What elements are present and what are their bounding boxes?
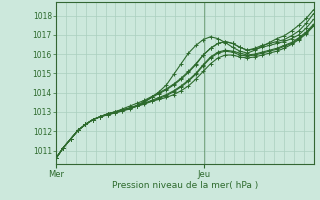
X-axis label: Pression niveau de la mer( hPa ): Pression niveau de la mer( hPa ) <box>112 181 258 190</box>
